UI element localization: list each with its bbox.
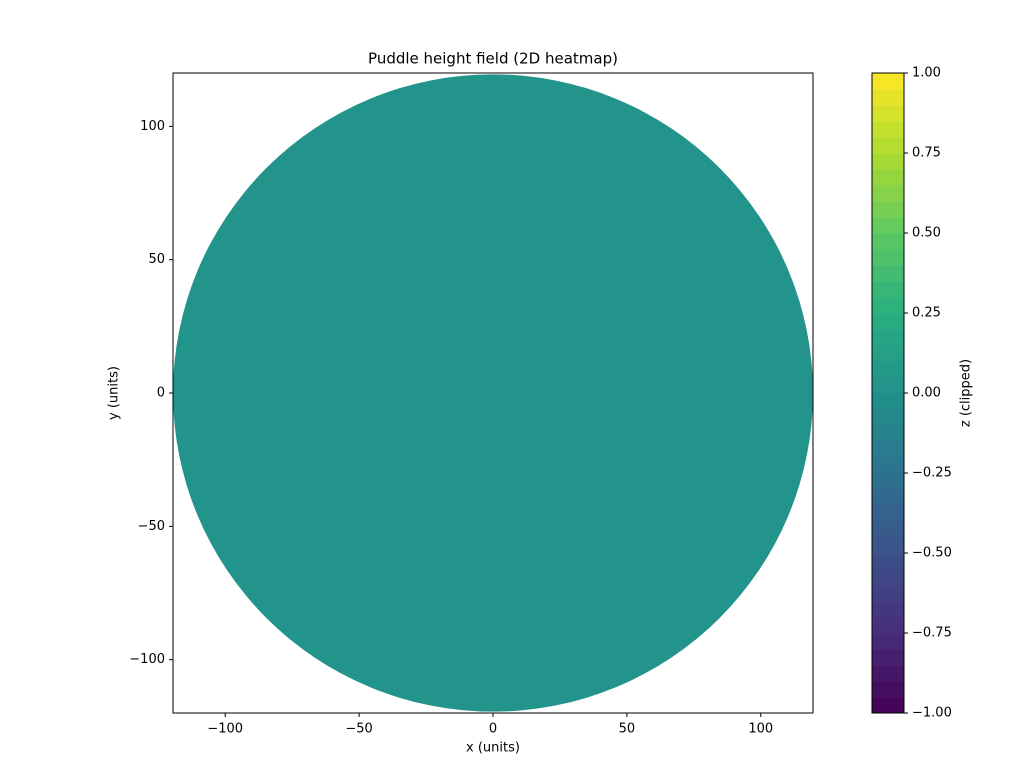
colorbar-band: [872, 601, 904, 618]
colorbar-band: [872, 329, 904, 346]
colorbar-tick-label: −0.50: [912, 546, 952, 561]
y-tick-label: −100: [129, 652, 165, 667]
y-tick-label: −50: [138, 519, 165, 534]
x-tick-label: −100: [207, 722, 243, 737]
colorbar-band: [872, 313, 904, 330]
colorbar-band: [872, 297, 904, 314]
colorbar-band: [872, 681, 904, 698]
colorbar-band: [872, 233, 904, 250]
colorbar-band: [872, 361, 904, 378]
colorbar-band: [872, 169, 904, 186]
colorbar-band: [872, 105, 904, 122]
colorbar-band: [872, 441, 904, 458]
y-tick-label: 0: [157, 386, 165, 401]
colorbar-band: [872, 505, 904, 522]
colorbar-tick-label: 0.00: [912, 386, 941, 401]
colorbar-band: [872, 393, 904, 410]
colorbar-band: [872, 553, 904, 570]
y-tick-label: 50: [148, 252, 165, 267]
colorbar-band: [872, 489, 904, 506]
colorbar-band: [872, 217, 904, 234]
x-tick-label: 100: [748, 722, 773, 737]
colorbar-tick-label: 1.00: [912, 66, 941, 81]
colorbar-band: [872, 649, 904, 666]
colorbar-tick-label: −0.25: [912, 466, 952, 481]
colorbar-band: [872, 265, 904, 282]
colorbar-band: [872, 121, 904, 138]
x-tick-label: 50: [619, 722, 636, 737]
colorbar-band: [872, 457, 904, 474]
colorbar-band: [872, 185, 904, 202]
colorbar-tick-label: 0.50: [912, 226, 941, 241]
colorbar-band: [872, 73, 904, 90]
colorbar-tick-label: 0.75: [912, 146, 941, 161]
colorbar-band: [872, 569, 904, 586]
colorbar-tick-label: −1.00: [912, 706, 952, 721]
colorbar-band: [872, 633, 904, 650]
colorbar-band: [872, 617, 904, 634]
colorbar-band: [872, 473, 904, 490]
colorbar-band: [872, 521, 904, 538]
height-field-disc: [173, 74, 813, 712]
y-axis-label: y (units): [107, 366, 122, 420]
x-tick-label: −50: [345, 722, 372, 737]
colorbar-band: [872, 425, 904, 442]
colorbar-band: [872, 585, 904, 602]
colorbar-band: [872, 345, 904, 362]
colorbar-band: [872, 665, 904, 682]
colorbar-tick-label: 0.25: [912, 306, 941, 321]
colorbar-band: [872, 537, 904, 554]
colorbar-band: [872, 377, 904, 394]
colorbar-band: [872, 153, 904, 170]
colorbar-band: [872, 249, 904, 266]
colorbar-label: z (clipped): [959, 359, 974, 427]
colorbar-band: [872, 89, 904, 106]
colorbar-tick-label: −0.75: [912, 626, 952, 641]
colorbar-band: [872, 409, 904, 426]
chart-title: Puddle height field (2D heatmap): [368, 50, 618, 68]
colorbar-band: [872, 281, 904, 298]
colorbar-band: [872, 697, 904, 714]
colorbar-band: [872, 137, 904, 154]
x-tick-label: 0: [489, 722, 497, 737]
y-tick-label: 100: [140, 119, 165, 134]
colorbar-band: [872, 201, 904, 218]
x-axis-label: x (units): [466, 741, 520, 756]
